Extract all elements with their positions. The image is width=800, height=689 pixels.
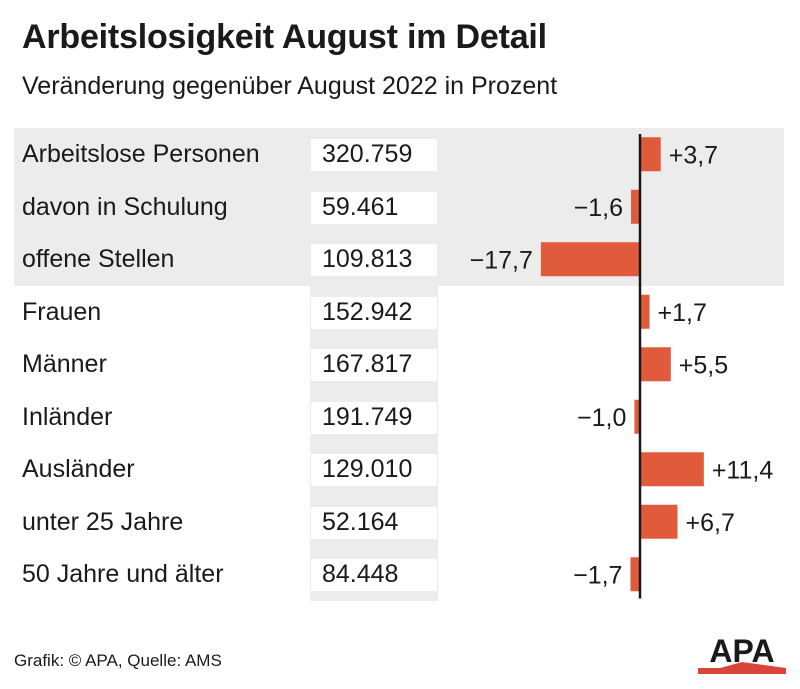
absolute-value-box — [311, 454, 437, 486]
data-label: −17,7 — [470, 246, 533, 274]
absolute-value-box — [311, 191, 437, 224]
absolute-value: 52.164 — [322, 507, 399, 536]
category-label: Männer — [22, 350, 107, 378]
bar — [634, 399, 640, 434]
category-label: Arbeitslose Personen — [22, 140, 260, 168]
bar — [540, 242, 640, 277]
category-label: offene Stellen — [22, 245, 175, 273]
category-label: davon in Schulung — [22, 192, 228, 221]
absolute-value: 191.749 — [322, 402, 413, 431]
absolute-value: 167.817 — [322, 350, 413, 378]
absolute-value-box — [311, 559, 437, 591]
table-row: offene Stellen 109.813 — [0, 233, 800, 285]
absolute-value-box — [311, 139, 437, 171]
absolute-value: 129.010 — [322, 455, 413, 483]
category-label: unter 25 Jahre — [22, 507, 184, 536]
apa-logo: APA — [698, 633, 786, 674]
category-label: Frauen — [22, 297, 102, 326]
table-row: Ausländer 129.010 — [0, 443, 800, 495]
table-row: Inländer 191.749 — [0, 391, 800, 443]
chart-subtitle: Veränderung gegenüber August 2022 in Pro… — [22, 72, 558, 100]
data-label: +6,7 — [686, 509, 735, 537]
logo-triangle-accent — [698, 662, 786, 674]
bar — [640, 294, 650, 329]
absolute-value: 109.813 — [322, 245, 413, 273]
chart-title: Arbeitslosigkeit August im Detail — [22, 18, 547, 56]
table-row: Männer 167.817 — [0, 338, 800, 390]
absolute-value-box — [311, 506, 437, 539]
table-row: 50 Jahre und älter 84.448 — [0, 548, 800, 600]
bar — [640, 137, 661, 172]
bar — [640, 504, 678, 539]
absolute-value: 320.759 — [322, 140, 413, 168]
absolute-value-box — [311, 349, 437, 381]
data-label: −1,6 — [574, 194, 623, 222]
data-label: −1,0 — [577, 404, 626, 432]
bar — [640, 452, 704, 487]
bar — [640, 347, 671, 382]
data-label: +5,5 — [679, 351, 728, 379]
table-row: Frauen 152.942 — [0, 286, 800, 338]
absolute-value-box — [311, 296, 437, 329]
bar — [631, 189, 640, 224]
category-label: 50 Jahre und älter — [22, 560, 224, 588]
data-label: −1,7 — [573, 561, 622, 589]
category-label: Ausländer — [22, 455, 135, 483]
source-footer: Grafik: © APA, Quelle: AMS — [14, 651, 222, 670]
absolute-value: 84.448 — [322, 560, 399, 588]
category-label: Inländer — [22, 402, 113, 431]
table-row: unter 25 Jahre 52.164 — [0, 496, 800, 548]
absolute-value: 59.461 — [322, 192, 399, 221]
table-row: Arbeitslose Personen 320.759 — [0, 128, 800, 180]
data-label: +3,7 — [669, 141, 718, 169]
bar — [630, 557, 640, 592]
data-label: +11,4 — [712, 456, 773, 484]
table-row: davon in Schulung 59.461 — [0, 181, 800, 233]
absolute-value: 152.942 — [322, 297, 413, 326]
absolute-value-box — [311, 244, 437, 276]
data-label: +1,7 — [658, 299, 707, 327]
absolute-value-box — [311, 401, 437, 434]
logo-text: APA — [709, 633, 774, 669]
